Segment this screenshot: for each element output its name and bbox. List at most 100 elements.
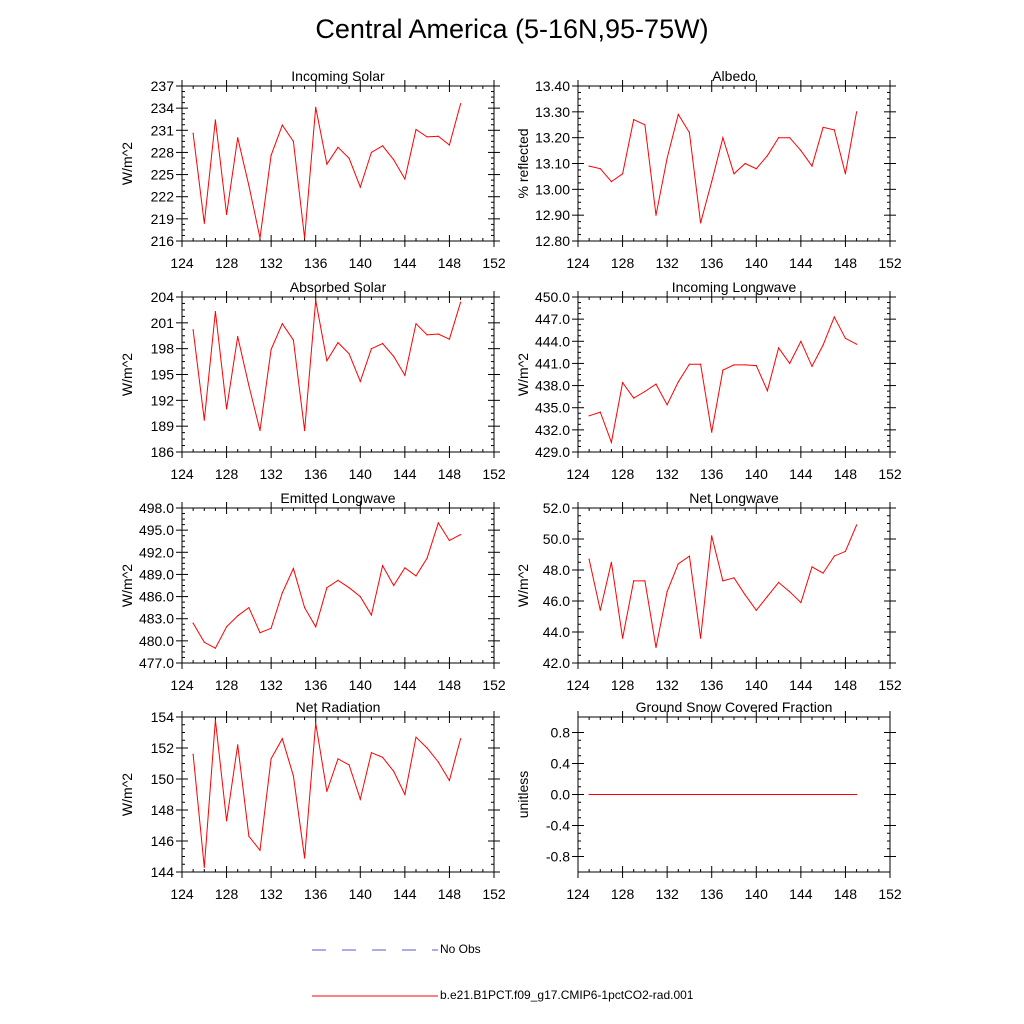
data-point: [633, 580, 635, 582]
panel-title: Net Longwave: [689, 490, 779, 506]
data-point: [448, 338, 450, 340]
x-tick-label: 152: [482, 886, 506, 902]
data-point: [766, 595, 769, 598]
data-point: [393, 355, 395, 357]
x-tick-label: 140: [349, 255, 373, 271]
panel-title: Albedo: [712, 68, 756, 84]
data-point: [326, 163, 328, 165]
y-tick-label: 222: [151, 189, 175, 205]
data-point: [844, 550, 847, 553]
y-tick-label: 152: [151, 740, 175, 756]
data-point: [237, 744, 239, 746]
data-point: [370, 151, 372, 153]
data-point: [326, 360, 328, 362]
data-point: [833, 129, 835, 131]
data-point: [733, 577, 735, 579]
data-point: [237, 137, 239, 139]
data-point: [404, 793, 406, 796]
data-point: [404, 374, 406, 376]
x-tick-label: 136: [700, 255, 724, 271]
data-point: [226, 408, 228, 410]
y-tick-label: 13.20: [535, 130, 570, 146]
x-tick-label: 140: [349, 886, 373, 902]
data-point: [214, 119, 216, 121]
y-tick-label: 234: [151, 100, 175, 116]
data-point: [822, 572, 824, 574]
data-point: [666, 404, 668, 406]
data-point: [599, 168, 601, 170]
panel-title: Absorbed Solar: [290, 279, 387, 295]
data-point: [744, 162, 746, 165]
data-point: [304, 237, 306, 239]
y-tick-label: 44.0: [543, 624, 570, 640]
data-point: [326, 790, 328, 793]
legend-solid-line: [312, 995, 438, 997]
x-tick-label: 136: [700, 677, 724, 693]
data-point: [744, 594, 746, 596]
y-tick-label: 231: [151, 122, 175, 138]
data-point: [292, 140, 294, 142]
data-point: [622, 382, 624, 384]
y-tick-label: 189: [151, 418, 175, 434]
data-point: [822, 126, 824, 128]
panel-title: Emitted Longwave: [280, 490, 395, 506]
x-tick-label: 144: [393, 255, 417, 271]
data-point: [248, 385, 250, 387]
x-tick-label: 140: [745, 255, 769, 271]
panel-title: Ground Snow Covered Fraction: [636, 699, 833, 715]
data-point: [281, 124, 283, 126]
y-tick-label: 447.0: [535, 311, 570, 327]
data-point: [633, 397, 635, 399]
x-tick-label: 136: [700, 466, 724, 482]
x-tick-label: 144: [789, 677, 813, 693]
data-point: [789, 591, 791, 593]
x-tick-label: 152: [482, 677, 506, 693]
plot-frame: [181, 507, 495, 664]
x-tick-label: 148: [438, 886, 462, 902]
y-tick-label: 12.80: [535, 233, 570, 249]
plot-frame: [577, 296, 891, 453]
panel-title: Incoming Solar: [291, 68, 385, 84]
data-point: [460, 738, 462, 740]
data-point: [800, 150, 802, 152]
x-tick-label: 152: [878, 677, 902, 693]
y-tick-label: 486.0: [139, 589, 174, 605]
data-point: [214, 719, 216, 721]
x-tick-label: 128: [611, 466, 635, 482]
x-tick-label: 152: [878, 466, 902, 482]
data-point: [248, 185, 250, 187]
series-line: [192, 300, 462, 431]
y-tick-label: 492.0: [139, 544, 174, 560]
x-tick-label: 140: [349, 677, 373, 693]
data-point: [688, 131, 691, 134]
x-tick-label: 148: [438, 677, 462, 693]
y-tick-label: 150: [151, 771, 175, 787]
data-point: [337, 146, 339, 148]
data-point: [370, 348, 372, 350]
x-tick-label: 148: [834, 255, 858, 271]
x-tick-label: 128: [215, 466, 239, 482]
data-point: [789, 362, 791, 364]
data-point: [359, 798, 361, 800]
data-point: [426, 334, 428, 336]
x-tick-label: 148: [438, 466, 462, 482]
data-point: [856, 111, 858, 113]
y-tick-label: 477.0: [139, 655, 174, 671]
legend-label-model: b.e21.B1PCT.f09_g17.CMIP6-1pctCO2-rad.00…: [440, 988, 694, 1002]
x-tick-label: 124: [566, 466, 590, 482]
panel-title: Incoming Longwave: [672, 279, 797, 295]
data-point: [292, 567, 294, 570]
x-tick-label: 140: [745, 886, 769, 902]
data-point: [259, 237, 261, 239]
data-point: [415, 323, 417, 325]
data-point: [688, 363, 691, 365]
data-point: [711, 535, 713, 537]
y-tick-label: 429.0: [535, 444, 570, 460]
panel-5: Net Longwave W/m^2 124 128 132 136 140 144 148 15…: [515, 490, 902, 693]
data-point: [766, 155, 769, 157]
data-point: [622, 637, 624, 639]
x-tick-label: 132: [655, 677, 679, 693]
data-point: [437, 522, 439, 524]
data-point: [811, 365, 813, 367]
x-tick-label: 136: [304, 255, 328, 271]
